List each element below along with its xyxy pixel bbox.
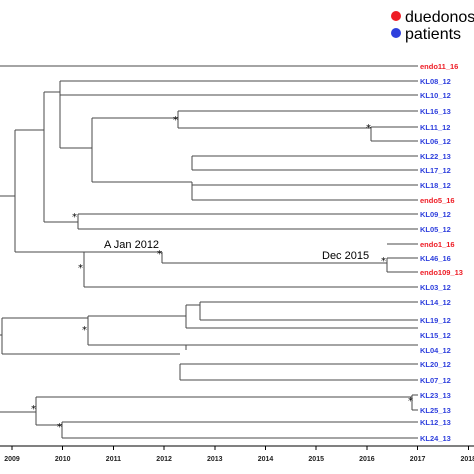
branch-lower-root bbox=[0, 317, 180, 355]
leaf-labels: endo11_16 KL08_12 KL10_12 KL16_13 KL11_12 KL0… bbox=[420, 62, 463, 443]
leaf-label: KL23_13 bbox=[420, 391, 451, 400]
leaf-label: KL17_12 bbox=[420, 166, 451, 175]
leaf-label: KL24_13 bbox=[420, 434, 451, 443]
branch-KL20-KL07 bbox=[179, 363, 418, 381]
axis-ticks: 2009 2010 2011 2012 2013 2014 2015 2016 2017 2018 bbox=[4, 446, 474, 463]
leaf-label: KL04_12 bbox=[420, 346, 451, 355]
support-star: * bbox=[57, 422, 62, 433]
leaf-label: KL46_16 bbox=[420, 254, 451, 263]
branch-KL09-KL05 bbox=[77, 213, 418, 230]
annotation-jan-2012: A Jan 2012 bbox=[104, 239, 159, 251]
axis-tick-label: 2014 bbox=[258, 456, 274, 463]
branch-bottom-root bbox=[0, 394, 418, 439]
legend-label-duedonos: duedonos bbox=[405, 9, 474, 26]
axis-tick-label: 2009 bbox=[4, 456, 20, 463]
leaf-label: KL25_13 bbox=[420, 406, 451, 415]
leaf-label: KL06_12 bbox=[420, 137, 451, 146]
branch-clade-A bbox=[43, 91, 78, 223]
leaf-label: KL22_13 bbox=[420, 152, 451, 161]
axis-tick-label: 2018 bbox=[461, 456, 474, 463]
legend: duedonos patients bbox=[391, 9, 474, 43]
branch-upper-clade bbox=[0, 129, 84, 253]
legend-dot-patients bbox=[391, 28, 401, 38]
branch-Dec2015 bbox=[386, 243, 418, 273]
support-star: * bbox=[72, 212, 77, 223]
leaf-label: endo109_13 bbox=[420, 268, 463, 277]
branch-KL14-KL19 bbox=[185, 301, 418, 329]
leaf-label: KL05_12 bbox=[420, 225, 451, 234]
branch-KL22-KL17 bbox=[191, 155, 418, 171]
branch-KL14-clade bbox=[87, 315, 418, 346]
leaf-label: endo1_16 bbox=[420, 240, 455, 249]
axis-tick-label: 2011 bbox=[106, 456, 121, 463]
support-star: * bbox=[82, 325, 87, 336]
branch-KL16-clade bbox=[91, 117, 192, 183]
leaf-label: KL20_12 bbox=[420, 360, 451, 369]
tree-branches bbox=[0, 65, 418, 439]
support-star: * bbox=[157, 249, 162, 260]
support-markers: * * * * * * * * * * bbox=[31, 115, 413, 433]
leaf-label: KL11_12 bbox=[420, 123, 450, 132]
support-star: * bbox=[408, 396, 413, 407]
axis-tick-label: 2012 bbox=[156, 456, 172, 463]
leaf-label: KL18_12 bbox=[420, 181, 451, 190]
support-star: * bbox=[31, 404, 36, 415]
support-star: * bbox=[366, 123, 371, 134]
leaf-label: KL15_12 bbox=[420, 331, 451, 340]
support-star: * bbox=[173, 115, 178, 126]
branch-mid-split bbox=[59, 95, 92, 149]
support-star: * bbox=[78, 263, 83, 274]
branch-clade-B bbox=[83, 251, 418, 288]
leaf-label: KL10_12 bbox=[420, 91, 451, 100]
axis-tick-label: 2010 bbox=[55, 456, 71, 463]
branch-Jan2012 bbox=[161, 252, 387, 264]
branch-KL18-endo5 bbox=[191, 182, 418, 201]
leaf-label: KL09_12 bbox=[420, 210, 451, 219]
legend-dot-duedonos bbox=[391, 11, 401, 21]
leaf-label: endo11_16 bbox=[420, 62, 458, 71]
leaf-label: endo5_16 bbox=[420, 196, 455, 205]
leaf-label: KL16_13 bbox=[420, 107, 451, 116]
axis-tick-label: 2016 bbox=[359, 456, 375, 463]
axis-tick-label: 2017 bbox=[410, 456, 426, 463]
support-star: * bbox=[381, 256, 386, 267]
axis-tick-label: 2013 bbox=[207, 456, 223, 463]
annotation-dec-2015: Dec 2015 bbox=[322, 250, 369, 262]
legend-label-patients: patients bbox=[405, 26, 461, 43]
axis-tick-label: 2015 bbox=[308, 456, 324, 463]
branch-KL16-KL11-KL06 bbox=[177, 110, 418, 142]
leaf-label: KL19_12 bbox=[420, 316, 451, 325]
leaf-label: KL03_12 bbox=[420, 283, 451, 292]
leaf-label: KL14_12 bbox=[420, 298, 451, 307]
branch-KL08-KL10 bbox=[59, 80, 418, 96]
leaf-label: KL07_12 bbox=[420, 376, 451, 385]
leaf-label: KL12_13 bbox=[420, 418, 451, 427]
leaf-label: KL08_12 bbox=[420, 77, 451, 86]
time-axis: 2009 2010 2011 2012 2013 2014 2015 2016 2017 2018 bbox=[0, 445, 474, 463]
